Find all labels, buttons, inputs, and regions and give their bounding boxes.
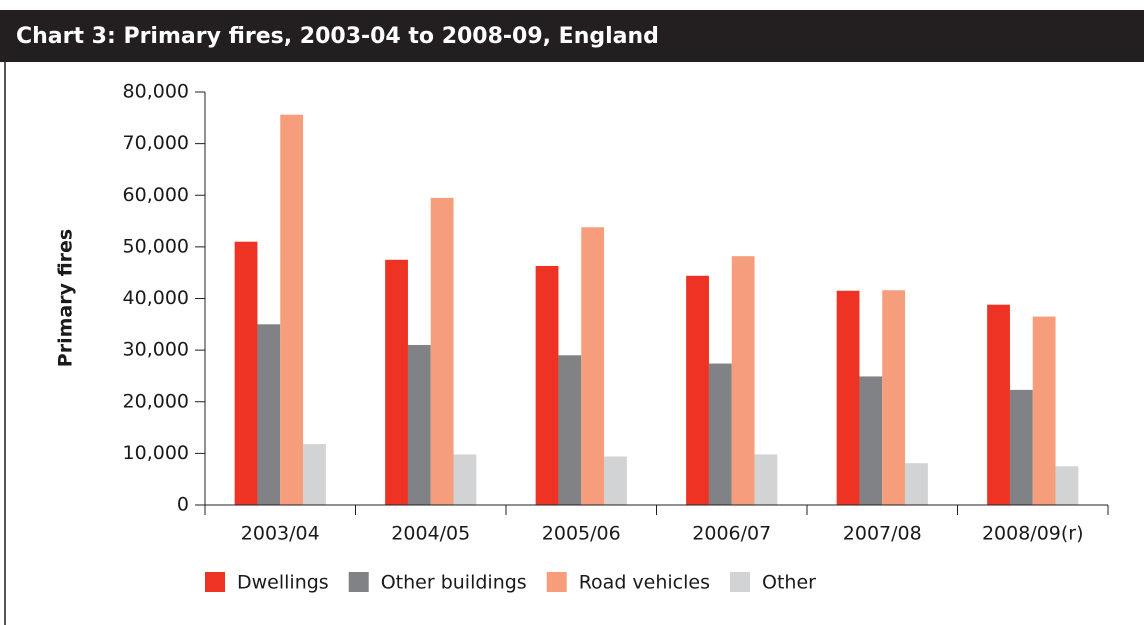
y-tick-label: 10,000 [123, 442, 189, 464]
legend-label: Dwellings [237, 572, 329, 594]
bar [581, 227, 605, 505]
bar [257, 324, 281, 505]
bar [1055, 466, 1079, 505]
x-tick-label: 2004/05 [391, 523, 470, 545]
bar [686, 275, 709, 505]
bar [535, 265, 559, 505]
y-axis-title: Primary fires [55, 229, 77, 367]
x-tick-label: 2008/09(r) [982, 523, 1084, 545]
legend-label: Other buildings [381, 572, 527, 594]
y-tick-label: 60,000 [123, 184, 189, 206]
bar [385, 259, 408, 505]
bar [987, 304, 1010, 505]
bar [234, 241, 258, 505]
bar [754, 454, 778, 505]
bar [303, 444, 326, 505]
bar [453, 454, 477, 505]
y-tick-label: 0 [177, 494, 189, 516]
x-tick-label: 2005/06 [542, 523, 621, 545]
bar [731, 256, 755, 505]
y-tick-label: 30,000 [123, 339, 189, 361]
legend-swatch [348, 572, 369, 592]
y-tick-label: 40,000 [123, 287, 189, 309]
y-tick-label: 80,000 [123, 81, 189, 103]
bar [905, 463, 928, 505]
x-tick-label: 2007/08 [843, 523, 922, 545]
bar [1032, 316, 1056, 505]
x-tick-label: 2003/04 [241, 523, 320, 545]
bar [558, 355, 582, 505]
bar [430, 197, 454, 506]
legend-swatch [546, 572, 567, 592]
legend-label: Road vehicles [579, 572, 710, 594]
legend-swatch [205, 572, 225, 592]
legend-label: Other [762, 572, 816, 594]
bar [604, 456, 627, 505]
title-bar [0, 10, 1144, 62]
chart-title: Chart 3: Primary fires, 2003-04 to 2008-… [16, 24, 659, 49]
y-tick-label: 70,000 [123, 132, 189, 154]
bar [708, 363, 732, 505]
y-tick-label: 50,000 [123, 235, 189, 257]
bar [882, 290, 906, 505]
bar [1009, 389, 1033, 505]
legend-swatch [730, 572, 750, 592]
x-tick-label: 2006/07 [692, 523, 771, 545]
y-tick-label: 20,000 [123, 390, 189, 412]
bar [280, 114, 304, 505]
bar [407, 344, 431, 505]
bar [836, 290, 860, 505]
bar [859, 376, 883, 505]
